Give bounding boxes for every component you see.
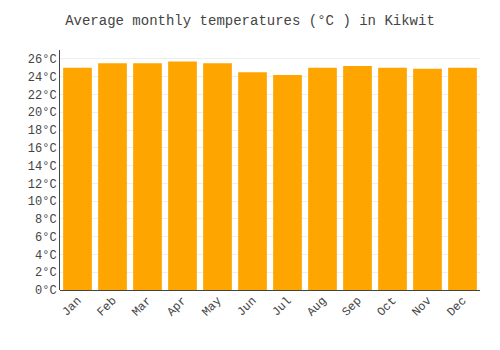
svg-text:18°C: 18°C bbox=[28, 124, 57, 138]
svg-text:2°C: 2°C bbox=[35, 266, 57, 280]
svg-text:24°C: 24°C bbox=[28, 71, 57, 85]
svg-text:8°C: 8°C bbox=[35, 213, 57, 227]
svg-text:6°C: 6°C bbox=[35, 231, 57, 245]
svg-text:12°C: 12°C bbox=[28, 178, 57, 192]
svg-text:20°C: 20°C bbox=[28, 106, 57, 120]
svg-text:Jul: Jul bbox=[269, 294, 294, 319]
svg-text:Jan: Jan bbox=[59, 294, 84, 319]
svg-text:Mar: Mar bbox=[129, 294, 154, 319]
svg-text:Aug: Aug bbox=[304, 294, 329, 319]
svg-text:Average monthly temperatures (: Average monthly temperatures (°C ) in Ki… bbox=[65, 13, 435, 29]
svg-text:14°C: 14°C bbox=[28, 160, 57, 174]
svg-text:26°C: 26°C bbox=[28, 53, 57, 67]
svg-text:Sep: Sep bbox=[339, 294, 364, 319]
svg-text:Dec: Dec bbox=[444, 294, 469, 319]
svg-text:22°C: 22°C bbox=[28, 89, 57, 103]
svg-text:Feb: Feb bbox=[94, 294, 119, 319]
svg-text:16°C: 16°C bbox=[28, 142, 57, 156]
svg-text:Oct: Oct bbox=[374, 294, 399, 319]
svg-text:10°C: 10°C bbox=[28, 195, 57, 209]
svg-text:Jun: Jun bbox=[234, 294, 259, 319]
svg-text:4°C: 4°C bbox=[35, 249, 57, 263]
svg-text:0°C: 0°C bbox=[35, 284, 57, 298]
svg-text:Nov: Nov bbox=[409, 294, 434, 319]
svg-text:Apr: Apr bbox=[164, 294, 189, 319]
svg-text:May: May bbox=[199, 294, 224, 319]
